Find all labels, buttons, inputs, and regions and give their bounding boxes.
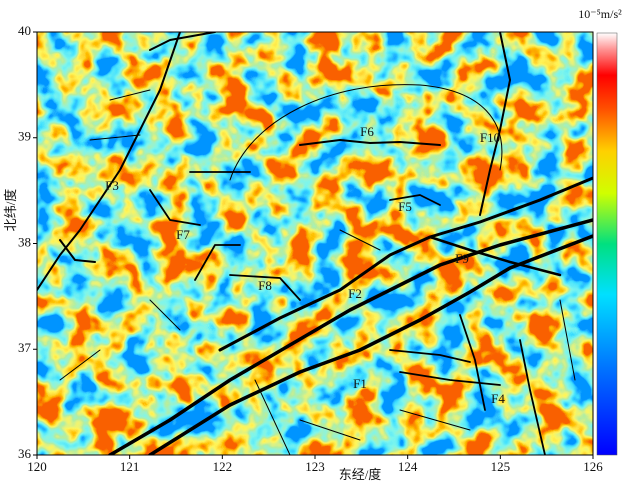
x-axis-label: 东经/度 (339, 467, 382, 482)
fault-label: F5 (398, 199, 412, 214)
fault-label: F9 (455, 251, 469, 266)
fault-label: F7 (176, 227, 190, 242)
fault (218, 176, 593, 352)
unit-label: 10⁻⁵m/s² (578, 7, 622, 21)
fault (149, 189, 201, 226)
fault (194, 244, 241, 281)
fault (37, 32, 181, 291)
y-axis-label: 北纬/度 (3, 189, 18, 232)
y-tick-label: 38 (18, 234, 31, 249)
y-tick-label: 40 (18, 23, 31, 38)
x-tick-label: 123 (305, 459, 325, 474)
fault-label: F10 (480, 130, 500, 145)
y-tick-label: 36 (18, 446, 32, 461)
fault (519, 339, 546, 455)
fault-label: F6 (360, 124, 374, 139)
x-tick-label: 124 (398, 459, 418, 474)
x-tick-label: 121 (120, 459, 140, 474)
fault-label: F1 (353, 376, 367, 391)
fault-label: F8 (258, 278, 272, 293)
fault (399, 371, 501, 386)
y-tick-label: 37 (18, 340, 32, 355)
fault-label: F3 (105, 178, 119, 193)
x-tick-label: 126 (583, 459, 603, 474)
fault (59, 84, 576, 455)
fault (149, 32, 216, 51)
x-tick-label: 120 (27, 459, 47, 474)
x-tick-label: 122 (213, 459, 233, 474)
fault (389, 349, 471, 363)
y-tick-label: 39 (18, 129, 31, 144)
fault (229, 274, 301, 301)
fault (389, 194, 441, 206)
faults (37, 32, 593, 455)
fault (479, 32, 511, 216)
fault (428, 235, 562, 277)
x-tick-label: 125 (491, 459, 511, 474)
fault (108, 218, 593, 455)
fault (459, 314, 486, 411)
color-bar (596, 32, 618, 456)
fault (299, 139, 441, 146)
fault (59, 239, 96, 263)
fault (148, 234, 593, 455)
fault-label: F2 (348, 286, 362, 301)
fault-label: F4 (491, 391, 505, 406)
